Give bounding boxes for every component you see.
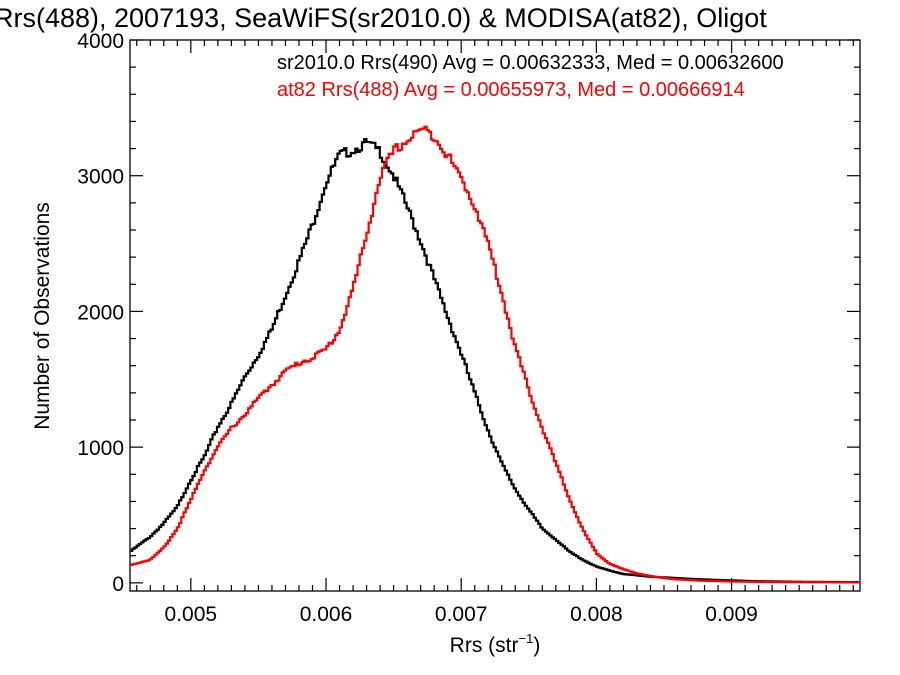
y-axis: 0 1000 2000 3000 4000 bbox=[77, 30, 860, 596]
y-tick-label: 1000 bbox=[77, 437, 124, 460]
x-axis-label-main: Rrs (str bbox=[450, 634, 519, 657]
y-tick-label: 0 bbox=[112, 573, 124, 596]
x-axis-label-superscript: −1 bbox=[519, 631, 534, 646]
x-axis-label: Rrs (str−1) bbox=[450, 631, 541, 657]
y-tick-label: 4000 bbox=[77, 30, 124, 53]
series-at82-line bbox=[130, 125, 861, 584]
x-tick-label: 0.007 bbox=[435, 603, 488, 626]
plot-frame bbox=[129, 39, 861, 592]
series-layer bbox=[130, 125, 861, 584]
y-tick-label: 2000 bbox=[77, 301, 124, 324]
annotation-sr2010: sr2010.0 Rrs(490) Avg = 0.00632333, Med … bbox=[277, 52, 784, 74]
x-tick-label: 0.009 bbox=[705, 603, 758, 626]
x-tick-label: 0.005 bbox=[165, 603, 218, 626]
chart-title: Rrs(488), 2007193, SeaWiFS(sr2010.0) & M… bbox=[0, 3, 767, 33]
x-axis: 0.005 0.006 0.007 0.008 0.009 bbox=[136, 40, 854, 626]
x-axis-label-close: ) bbox=[533, 634, 540, 657]
x-tick-label: 0.008 bbox=[570, 603, 623, 626]
annotation-at82: at82 Rrs(488) Avg = 0.00655973, Med = 0.… bbox=[277, 79, 745, 101]
y-tick-label: 3000 bbox=[77, 166, 124, 189]
x-tick-label: 0.006 bbox=[300, 603, 353, 626]
series-sr2010-line bbox=[130, 137, 860, 584]
y-axis-label: Number of Observations bbox=[31, 202, 54, 430]
